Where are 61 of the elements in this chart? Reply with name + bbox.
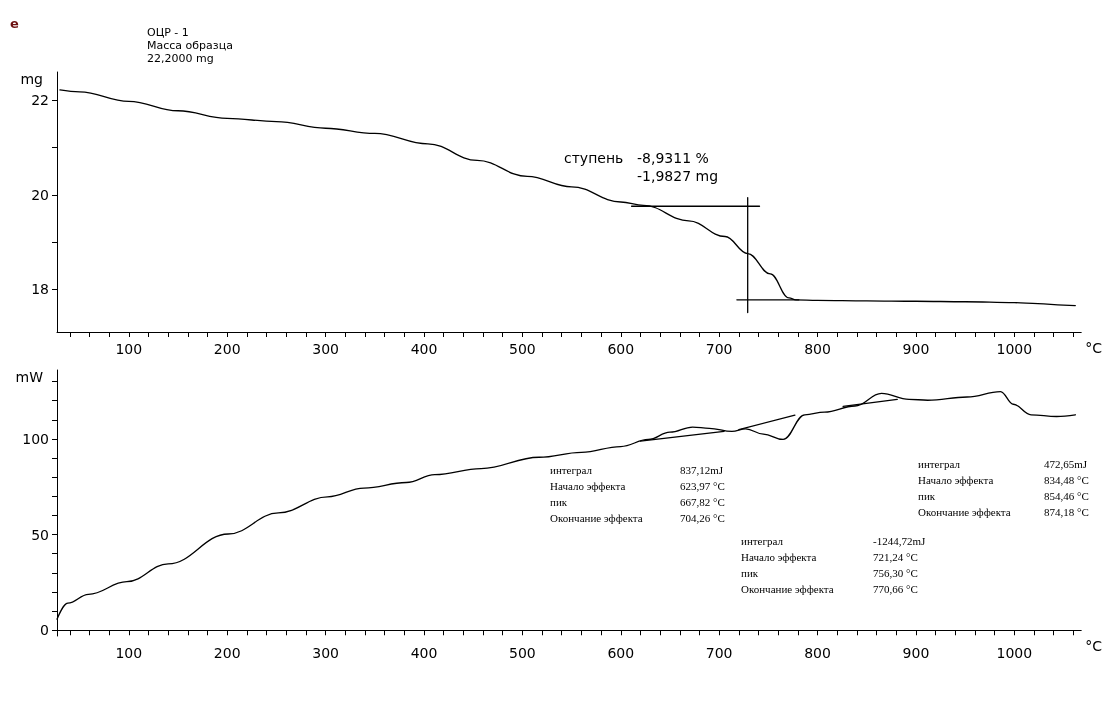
x-tick-label: 700 [705, 645, 733, 661]
annotation: ступень [564, 150, 624, 166]
annotation: Окончание эффекта [918, 505, 1011, 518]
y-tick-label: 20 [31, 186, 49, 203]
annotation: -1,9827 mg [637, 168, 719, 184]
annotation: -1244,72mJ [873, 534, 926, 547]
x-axis-title: °C [1085, 340, 1103, 356]
x-tick-label: 900 [902, 341, 930, 357]
x-tick-label: 600 [607, 341, 635, 357]
annotation: 837,12mJ [680, 463, 724, 476]
x-tick-label: 400 [410, 645, 438, 661]
annotation: пик [550, 495, 568, 508]
x-tick-label: 900 [902, 645, 930, 661]
y-tick-label: 22 [31, 92, 49, 109]
x-tick-label: 600 [607, 645, 635, 661]
x-tick-label: 200 [213, 341, 241, 357]
x-axis-title: °C [1085, 638, 1103, 655]
y-axis-title: mg [20, 71, 43, 87]
annotation: 623,97 °C [680, 479, 725, 492]
x-tick-label: 800 [804, 645, 831, 661]
annotation: Начало эффекта [550, 479, 626, 492]
text: 22,2000 mg [147, 52, 214, 65]
x-tick-label: 300 [312, 341, 339, 357]
y-tick-label: 100 [22, 430, 49, 447]
annotation: Начало эффекта [741, 550, 817, 563]
annotation: 854,46 °C [1044, 489, 1089, 502]
annotation: пик [741, 566, 759, 579]
annotation: интеграл [741, 534, 784, 547]
annotation: 667,82 °C [680, 495, 725, 508]
x-tick-label: 300 [312, 645, 339, 661]
annotation: 721,24 °C [873, 550, 918, 563]
y-tick-label: 18 [31, 281, 49, 298]
text: ОЦР - 1 [147, 26, 189, 39]
y-tick-label: 0 [40, 622, 49, 639]
x-tick-label: 500 [509, 645, 536, 661]
annotation: 756,30 °C [873, 566, 918, 579]
annotation: интеграл [550, 463, 593, 476]
annotation: 874,18 °C [1044, 505, 1089, 518]
annotation: -8,9311 % [637, 150, 709, 166]
text: e [10, 16, 19, 31]
annotation: 472,65mJ [1044, 457, 1088, 470]
annotation: Окончание эффекта [741, 582, 834, 595]
x-tick-label: 200 [213, 645, 241, 661]
annotation: Начало эффекта [918, 473, 994, 486]
annotation: интеграл [918, 457, 961, 470]
y-axis-title: mW [15, 369, 44, 385]
annotation: 834,48 °C [1044, 473, 1089, 486]
annotation: Окончание эффекта [550, 511, 643, 524]
y-tick-label: 50 [31, 526, 49, 543]
x-tick-label: 400 [410, 341, 438, 357]
x-tick-label: 100 [115, 341, 143, 357]
x-tick-label: 700 [705, 341, 733, 357]
annotation: 704,26 °C [680, 511, 725, 524]
x-tick-label: 500 [509, 341, 536, 357]
annotation: пик [918, 489, 936, 502]
x-tick-label: 1000 [996, 645, 1033, 661]
annotation: 770,66 °C [873, 582, 918, 595]
x-tick-label: 100 [115, 645, 143, 661]
text: Масса образца [147, 39, 233, 52]
x-tick-label: 800 [804, 341, 831, 357]
x-tick-label: 1000 [996, 341, 1033, 357]
